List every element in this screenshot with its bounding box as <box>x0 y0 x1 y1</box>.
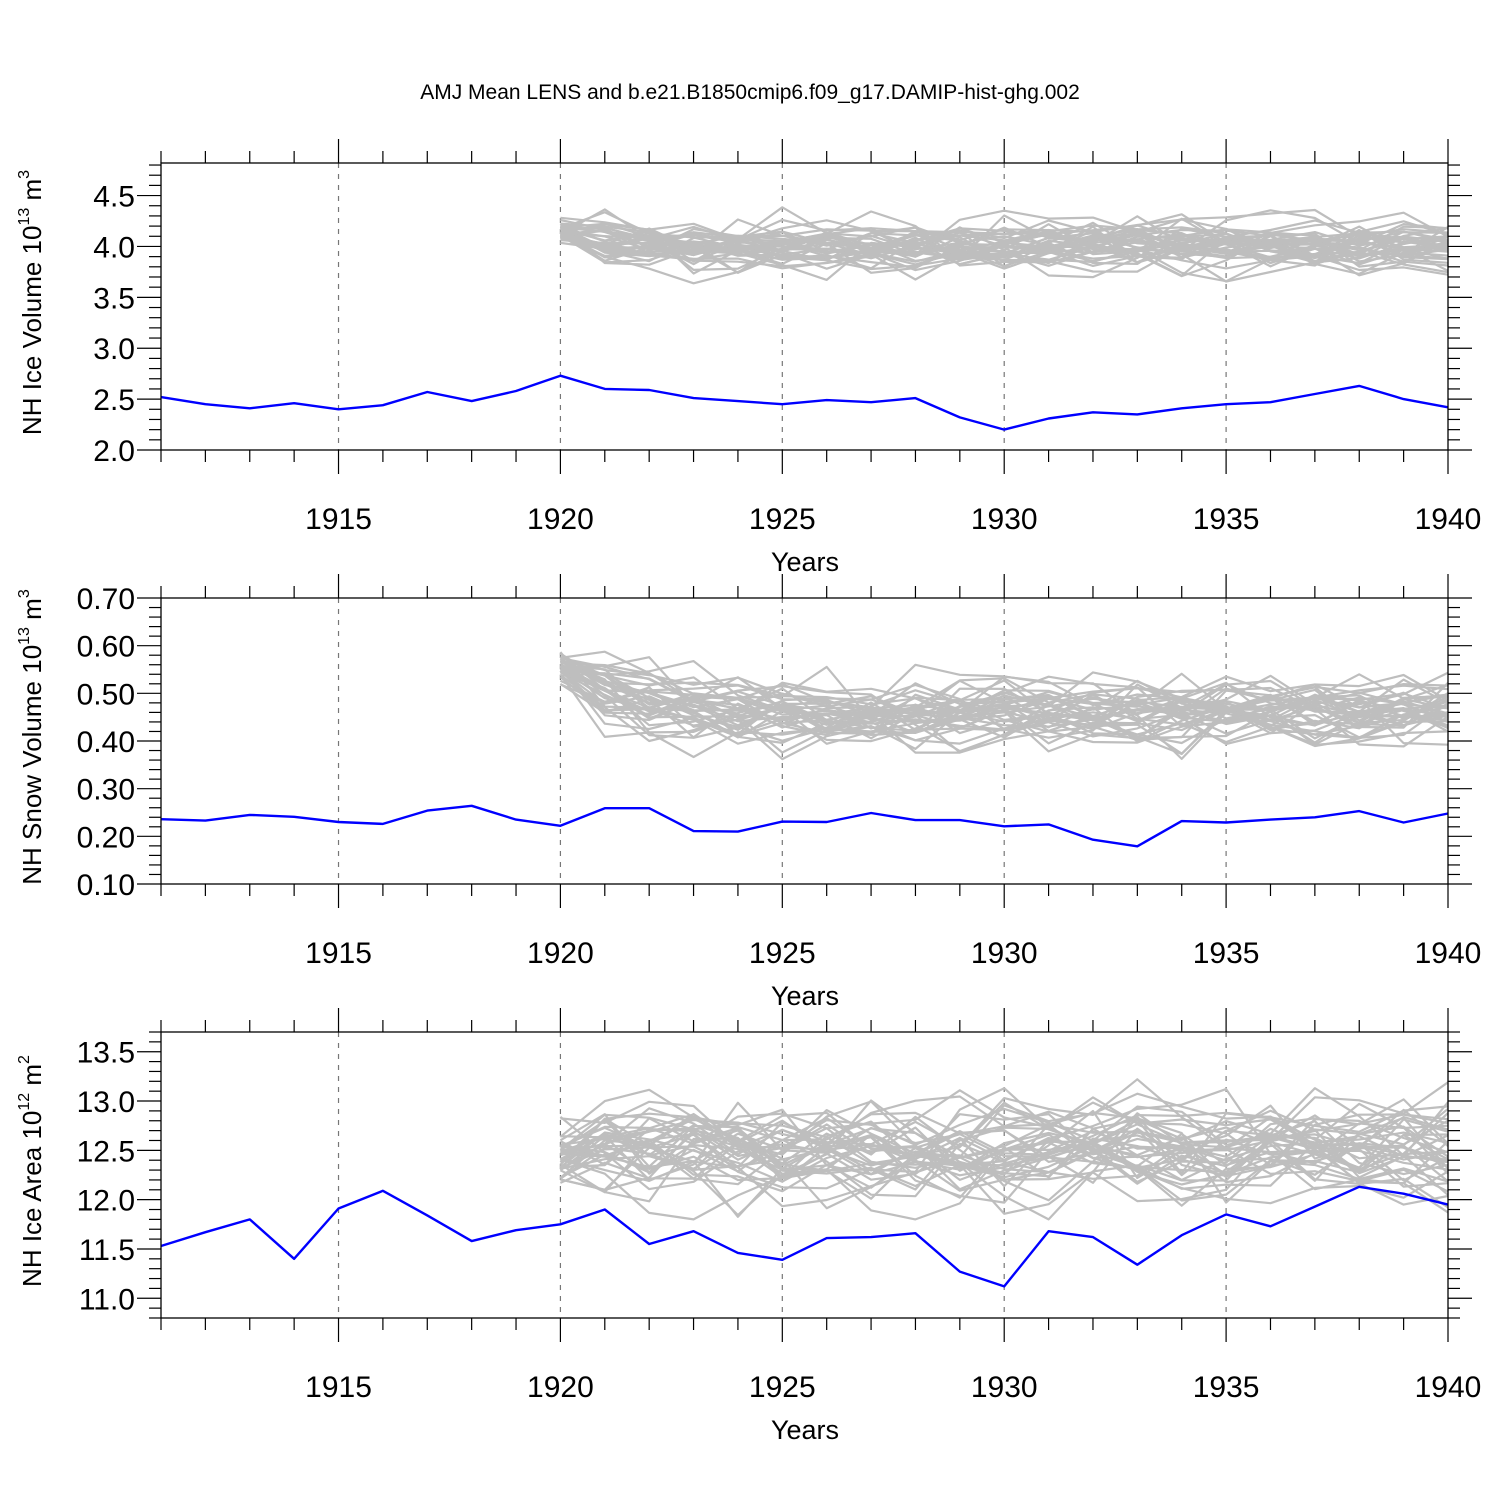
x-tick-label: 1940 <box>1415 1371 1482 1404</box>
y-tick-label: 0.30 <box>77 774 135 807</box>
ensemble-lines <box>559 1078 1449 1221</box>
ensemble-member-line <box>559 1113 1449 1215</box>
x-tick-label: 1925 <box>749 1371 816 1404</box>
ensemble-member-line <box>560 669 1449 746</box>
x-axis-label: Years <box>771 981 839 1011</box>
x-tick-label: 1930 <box>971 1371 1038 1404</box>
y-tick-label: 2.0 <box>93 435 135 468</box>
ensemble-member-line <box>559 1123 1449 1183</box>
ensemble-member-line <box>560 1107 1449 1221</box>
x-tick-label: 1915 <box>305 937 372 970</box>
plot-frame <box>160 162 1449 451</box>
ensemble-member-line <box>559 227 1449 283</box>
y-tick-label: 11.0 <box>79 1283 135 1316</box>
y-tick-label: 0.60 <box>77 631 135 664</box>
y-tick-label: 13.5 <box>77 1037 135 1070</box>
panel-1: 1915 1920 1925 1930 1935 1940 2.0 2.5 3.0 3.5 4.0 4… <box>16 139 1481 577</box>
ensemble-member-line <box>559 1081 1449 1179</box>
y-tick-label: 3.5 <box>93 282 135 315</box>
x-tick-label: 1935 <box>1193 1371 1260 1404</box>
panel-2: 1915 1920 1925 1930 1935 1940 0.10 0.20 0.30 0.40… <box>16 574 1481 1011</box>
ensemble-member-line <box>559 657 1449 739</box>
ensemble-member-line <box>560 659 1449 739</box>
x-tick-label: 1940 <box>1415 937 1482 970</box>
x-axis-label: Years <box>771 547 839 577</box>
x-tick-label: 1925 <box>749 503 816 536</box>
ensemble-member-line <box>559 669 1449 745</box>
y-tick-label: 0.20 <box>77 821 135 854</box>
ensemble-member-line <box>560 1096 1449 1206</box>
panel-3: 1915 1920 1925 1930 1935 1940 11.0 11.5 12.0 12.5… <box>16 1008 1481 1445</box>
y-tick-label: 12.5 <box>77 1135 135 1168</box>
ensemble-member-line <box>560 657 1449 745</box>
ensemble-member-line <box>560 228 1449 274</box>
y-tick-label: 0.10 <box>77 869 135 902</box>
y-tick-label: 0.70 <box>77 583 135 616</box>
ensemble-member-line <box>559 1119 1449 1186</box>
ensemble-member-line <box>559 669 1449 740</box>
panels-group: 1915 1920 1925 1930 1935 1940 2.0 2.5 3.0 3.5 4.0 4… <box>16 139 1481 1445</box>
chart-title: AMJ Mean LENS and b.e21.B1850cmip6.f09_g… <box>420 81 1080 104</box>
x-tick-label: 1935 <box>1193 937 1260 970</box>
x-tick-label: 1930 <box>971 503 1038 536</box>
y-axis-label: NH Snow Volume 1013 m3 <box>16 589 47 885</box>
ensemble-member-line <box>560 211 1449 254</box>
ensemble-member-line <box>560 1089 1449 1184</box>
x-tick-label: 1925 <box>749 937 816 970</box>
y-tick-label: 2.5 <box>93 384 135 417</box>
y-tick-label: 12.0 <box>77 1185 135 1218</box>
x-tick-label: 1920 <box>527 1371 594 1404</box>
ensemble-lines <box>559 650 1449 761</box>
x-tick-label: 1935 <box>1193 503 1260 536</box>
y-tick-label: 4.0 <box>93 231 135 264</box>
ensemble-member-line <box>560 228 1449 265</box>
ensemble-member-line <box>559 218 1449 277</box>
x-tick-label: 1915 <box>305 1371 372 1404</box>
y-tick-label: 3.0 <box>93 333 135 366</box>
y-tick-label: 13.0 <box>77 1086 135 1119</box>
experiment-series-line <box>160 1185 1449 1288</box>
ensemble-member-line <box>560 1118 1449 1204</box>
ensemble-member-line <box>560 218 1449 263</box>
x-tick-label: 1920 <box>527 937 594 970</box>
ensemble-member-line <box>559 660 1449 732</box>
x-tick-label: 1920 <box>527 503 594 536</box>
ensemble-lines <box>559 206 1449 285</box>
ensemble-member-line <box>560 1107 1449 1174</box>
y-axis-label: NH Ice Area 1012 m2 <box>16 1055 47 1287</box>
experiment-series-line <box>160 804 1449 848</box>
y-tick-label: 0.40 <box>77 726 135 759</box>
x-tick-label: 1915 <box>305 503 372 536</box>
x-axis-label: Years <box>771 1415 839 1445</box>
x-tick-label: 1930 <box>971 937 1038 970</box>
ensemble-member-line <box>560 672 1449 753</box>
y-axis-label: NH Ice Volume 1013 m3 <box>16 170 47 435</box>
ensemble-member-line <box>560 1101 1449 1217</box>
x-tick-label: 1940 <box>1415 503 1482 536</box>
y-tick-label: 4.5 <box>93 181 135 214</box>
experiment-series-line <box>160 374 1449 431</box>
y-tick-label: 0.50 <box>77 678 135 711</box>
ensemble-member-line <box>559 1139 1449 1190</box>
y-tick-label: 11.5 <box>79 1234 135 1267</box>
plot-frame <box>160 1031 1449 1319</box>
ensemble-member-line <box>559 651 1449 746</box>
